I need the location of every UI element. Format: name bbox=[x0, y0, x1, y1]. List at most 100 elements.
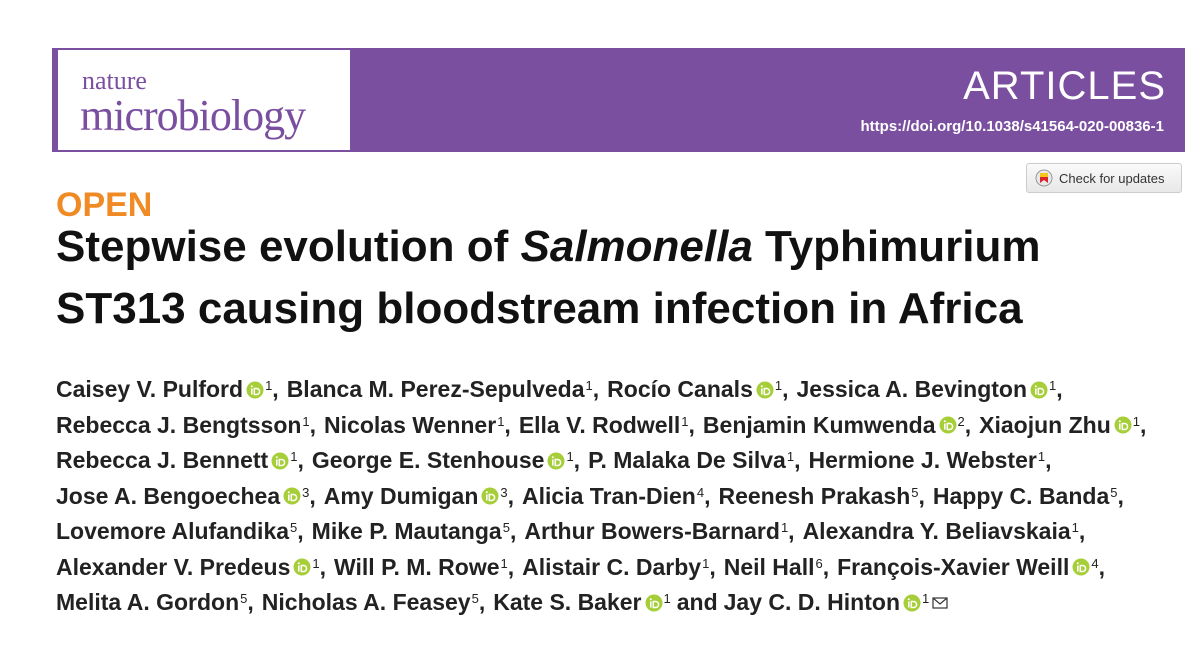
separator: , bbox=[1140, 411, 1147, 438]
orcid-icon[interactable] bbox=[293, 558, 311, 576]
affiliation: 1 bbox=[265, 378, 273, 394]
affiliation: 1 bbox=[702, 555, 710, 571]
title-line: Stepwise evolution of Salmonella Typhimu… bbox=[56, 222, 1040, 272]
title-line: ST313 causing bloodstream infection in A… bbox=[56, 284, 1023, 333]
email-icon[interactable] bbox=[931, 594, 949, 612]
author: Amy Dumigan 3 bbox=[324, 483, 508, 510]
author-name: Mike P. Mautanga bbox=[311, 518, 502, 545]
title-italic: Salmonella bbox=[520, 222, 753, 271]
separator: , bbox=[507, 482, 515, 509]
author-name: P. Malaka De Silva bbox=[588, 447, 786, 474]
section-label: ARTICLES bbox=[963, 64, 1166, 108]
author-name: Melita A. Gordon bbox=[56, 589, 240, 616]
author-name: George E. Stenhouse bbox=[311, 447, 545, 474]
author: Jose A. Bengoechea 3 bbox=[56, 483, 309, 510]
author: Xiaojun Zhu 1 bbox=[979, 412, 1140, 439]
author-name: Happy C. Banda bbox=[932, 482, 1110, 509]
author-name: Rebecca J. Bengtsson bbox=[56, 411, 302, 438]
orcid-icon[interactable] bbox=[1114, 416, 1132, 434]
separator: , bbox=[592, 376, 600, 403]
orcid-icon[interactable] bbox=[903, 594, 921, 612]
orcid-icon[interactable] bbox=[939, 416, 957, 434]
separator: , bbox=[688, 411, 695, 438]
author-line: Rebecca J. Bengtsson 1, Nicolas Wenner 1, El… bbox=[56, 408, 1154, 444]
author-list: Caisey V. Pulford 1, Blanca M. Perez-Sepul… bbox=[56, 372, 1154, 621]
affiliation: 1 bbox=[500, 555, 508, 571]
orcid-icon[interactable] bbox=[283, 487, 301, 505]
affiliation: 1 bbox=[302, 413, 310, 429]
author: Nicolas Wenner 1 bbox=[324, 412, 504, 439]
author-name: Benjamin Kumwenda bbox=[702, 411, 936, 438]
doi-link[interactable]: https://doi.org/10.1038/s41564-020-00836… bbox=[860, 118, 1165, 135]
separator: , bbox=[822, 553, 830, 580]
affiliation: 1 bbox=[1071, 520, 1079, 536]
check-updates-label: Check for updates bbox=[1059, 170, 1165, 186]
orcid-icon[interactable] bbox=[547, 452, 565, 470]
orcid-icon[interactable] bbox=[1072, 558, 1090, 576]
affiliation: 1 bbox=[1132, 413, 1140, 429]
author-name: Alicia Tran-Dien bbox=[522, 482, 696, 509]
orcid-icon[interactable] bbox=[271, 452, 289, 470]
logo-top: nature bbox=[82, 66, 147, 95]
affiliation: 5 bbox=[1110, 484, 1118, 500]
check-updates-button[interactable]: Check for updates bbox=[1026, 163, 1182, 193]
separator: , bbox=[319, 553, 327, 580]
separator: , bbox=[507, 553, 515, 580]
separator: , bbox=[782, 376, 789, 403]
orcid-icon[interactable] bbox=[481, 487, 499, 505]
author-name: Ella V. Rodwell bbox=[518, 411, 681, 438]
orcid-icon[interactable] bbox=[246, 381, 264, 399]
author-name: Arthur Bowers-Barnard bbox=[524, 518, 780, 545]
author: P. Malaka De Silva 1 bbox=[588, 447, 794, 474]
separator: , bbox=[309, 482, 316, 509]
author: Alexander V. Predeus 1 bbox=[56, 554, 320, 581]
separator: , bbox=[1117, 482, 1124, 509]
affiliation: 1 bbox=[290, 449, 298, 465]
author: Alicia Tran-Dien 4 bbox=[522, 483, 704, 510]
open-access-label: OPEN bbox=[56, 186, 153, 224]
author: Melita A. Gordon 5 bbox=[56, 589, 247, 616]
orcid-icon[interactable] bbox=[1030, 381, 1048, 399]
affiliation: 1 bbox=[1037, 449, 1046, 465]
logo-bottom: microbiology bbox=[80, 91, 306, 140]
crossmark-icon bbox=[1035, 169, 1053, 187]
separator: , bbox=[504, 411, 511, 438]
affiliation: 1 bbox=[497, 413, 505, 429]
affiliation: 5 bbox=[240, 591, 248, 607]
author: Rebecca J. Bennett 1 bbox=[56, 447, 297, 474]
author: Alistair C. Darby 1 bbox=[522, 554, 709, 581]
affiliation: 1 bbox=[786, 449, 795, 465]
author-name: François-Xavier Weill bbox=[837, 553, 1070, 580]
affiliation: 2 bbox=[957, 413, 965, 429]
author-name: Reenesh Prakash bbox=[718, 482, 911, 509]
title-text: Stepwise evolution of bbox=[56, 222, 521, 271]
separator: , bbox=[247, 589, 254, 616]
author-name: Kate S. Baker bbox=[493, 589, 642, 616]
affiliation: 1 bbox=[774, 378, 783, 394]
separator: , bbox=[709, 553, 716, 580]
author-name: Lovemore Alufandika bbox=[56, 518, 290, 545]
separator: , bbox=[478, 589, 486, 616]
separator: , bbox=[573, 447, 581, 474]
orcid-icon[interactable] bbox=[645, 594, 663, 612]
journal-logo[interactable]: nature microbiology bbox=[58, 50, 350, 150]
author-name: Jay C. D. Hinton bbox=[723, 589, 900, 616]
author: François-Xavier Weill 4 bbox=[837, 554, 1098, 581]
separator: , bbox=[964, 411, 972, 438]
title-text: Typhimurium bbox=[752, 222, 1041, 271]
affiliation: 5 bbox=[911, 484, 919, 500]
affiliation: 4 bbox=[696, 484, 705, 500]
orcid-icon[interactable] bbox=[756, 381, 774, 399]
author: Happy C. Banda 5 bbox=[933, 483, 1118, 510]
separator: , bbox=[297, 447, 304, 474]
author-line: Lovemore Alufandika 5, Mike P. Mautanga 5, A… bbox=[56, 514, 1154, 550]
separator: , bbox=[1045, 447, 1052, 474]
separator: , bbox=[1078, 518, 1086, 545]
author: Jay C. D. Hinton 1 bbox=[724, 589, 950, 616]
author-name: Alexander V. Predeus bbox=[56, 553, 291, 580]
author: Arthur Bowers-Barnard 1 bbox=[524, 518, 788, 545]
affiliation: 1 bbox=[1049, 378, 1057, 394]
author: Caisey V. Pulford 1 bbox=[56, 376, 272, 403]
affiliation: 5 bbox=[471, 591, 479, 607]
